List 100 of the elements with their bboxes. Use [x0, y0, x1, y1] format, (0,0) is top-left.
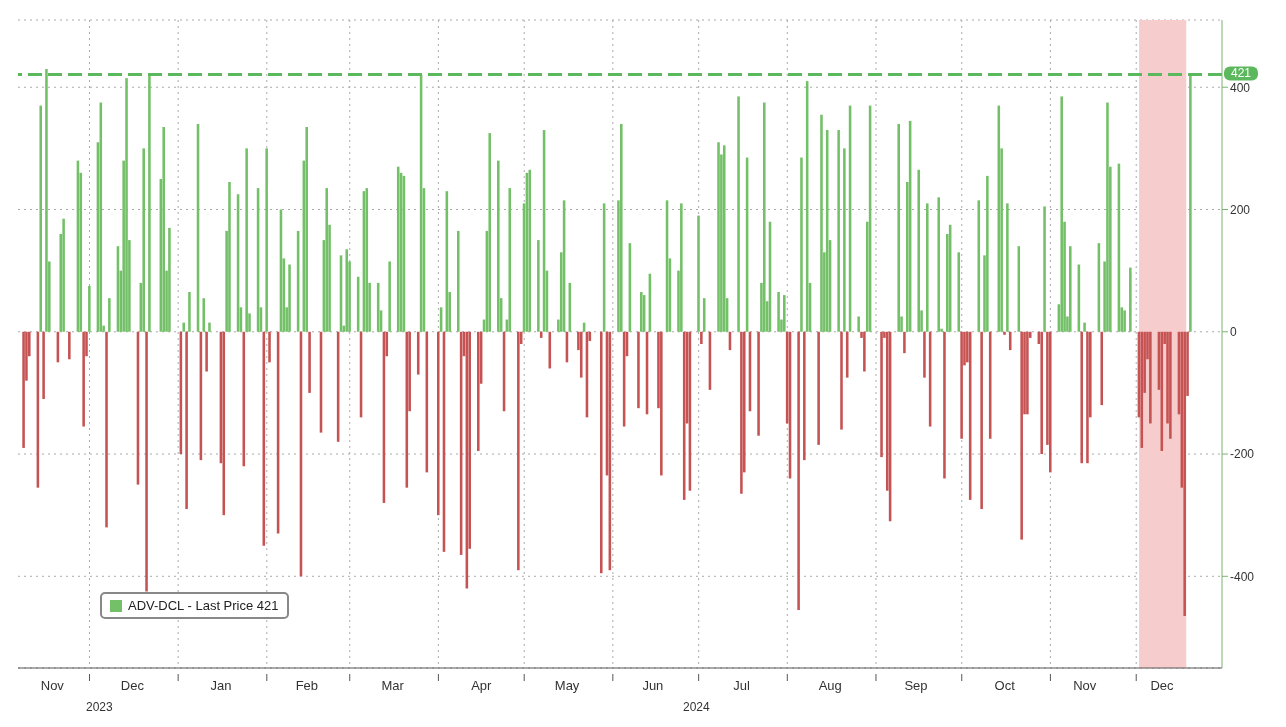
bar	[416, 331, 420, 375]
y-tick-label: -200	[1230, 447, 1255, 462]
legend-label: ADV-DCL - Last Price 421	[128, 598, 279, 613]
bar	[1040, 331, 1043, 455]
ref-line-label: 421	[1230, 66, 1252, 81]
bar	[108, 298, 111, 332]
text: 2024	[683, 700, 710, 714]
bar	[762, 102, 766, 332]
bar	[880, 331, 883, 458]
bar	[700, 331, 703, 344]
bar	[803, 331, 806, 461]
bar	[268, 331, 271, 363]
bar	[1086, 331, 1089, 464]
bar	[82, 331, 85, 427]
bar	[148, 75, 151, 332]
bar	[1020, 331, 1023, 540]
bar	[977, 200, 981, 332]
bar	[396, 166, 400, 332]
bar	[185, 331, 188, 510]
bar	[62, 218, 65, 332]
bar	[88, 285, 91, 332]
bar	[903, 331, 906, 354]
bar	[325, 188, 329, 332]
bar	[105, 331, 108, 528]
bar	[637, 331, 640, 409]
x-tick-label: Jan	[210, 678, 232, 693]
x-tick-label: Apr	[471, 678, 493, 693]
bar	[1183, 331, 1186, 617]
text: 2023	[86, 700, 113, 714]
x-tick-label: Feb	[295, 678, 319, 693]
bar	[205, 331, 208, 372]
bar	[722, 145, 726, 332]
bar	[265, 148, 268, 332]
bar	[208, 322, 211, 332]
bar	[1129, 267, 1132, 332]
bar	[537, 240, 540, 332]
bar	[960, 331, 963, 439]
bar	[579, 331, 583, 378]
bar	[757, 331, 760, 436]
bar	[202, 298, 206, 332]
bar	[680, 203, 683, 332]
bar	[843, 148, 846, 332]
x-tick-label: Dec	[120, 678, 145, 693]
bar	[245, 148, 248, 332]
bar	[182, 322, 186, 332]
x-tick-label: May	[554, 678, 580, 693]
bar	[817, 331, 820, 445]
bar	[980, 331, 983, 510]
bar	[1008, 331, 1012, 351]
bar	[1048, 331, 1052, 473]
bar	[222, 331, 226, 516]
bar	[125, 78, 128, 332]
bar	[800, 157, 803, 332]
bar	[388, 261, 391, 332]
bar	[1189, 74, 1192, 332]
bar	[820, 114, 823, 332]
y-tick-label: -400	[1230, 569, 1255, 584]
bar	[1123, 310, 1126, 332]
bar	[957, 252, 961, 332]
bar	[345, 249, 349, 332]
bar	[783, 295, 786, 332]
x-tick-label: Jul	[733, 678, 750, 693]
x-tick-label: Mar	[381, 678, 405, 693]
bar	[737, 96, 740, 332]
x-tick-label: Dec	[1150, 678, 1174, 693]
bar	[986, 175, 989, 332]
bar	[288, 264, 291, 332]
bar	[145, 331, 148, 592]
bar	[436, 331, 440, 516]
bar	[797, 331, 800, 610]
bar	[39, 105, 43, 332]
bar	[857, 316, 860, 332]
bar	[228, 182, 231, 332]
bar	[777, 292, 780, 332]
bar	[620, 123, 623, 332]
bar	[1140, 331, 1144, 448]
bar	[926, 203, 929, 332]
bar	[477, 331, 480, 451]
x-tick-label: Sep	[904, 678, 928, 693]
y-tick-label: 0	[1230, 325, 1237, 340]
bar	[1106, 102, 1109, 332]
bar	[943, 331, 946, 479]
bar	[863, 331, 866, 372]
bar	[497, 160, 500, 332]
bar	[517, 331, 520, 571]
bar	[1083, 322, 1086, 332]
bar	[1003, 331, 1006, 335]
bar	[937, 197, 941, 332]
bar	[923, 331, 926, 378]
bar	[702, 298, 706, 332]
bar	[897, 123, 900, 332]
bar	[242, 331, 246, 467]
bar	[660, 331, 663, 476]
bar	[1169, 331, 1172, 439]
bar	[188, 292, 191, 332]
bar	[162, 126, 165, 332]
bar	[837, 130, 840, 332]
bar	[308, 331, 311, 393]
bar	[917, 169, 920, 332]
x-tick-label: Nov	[40, 678, 65, 693]
